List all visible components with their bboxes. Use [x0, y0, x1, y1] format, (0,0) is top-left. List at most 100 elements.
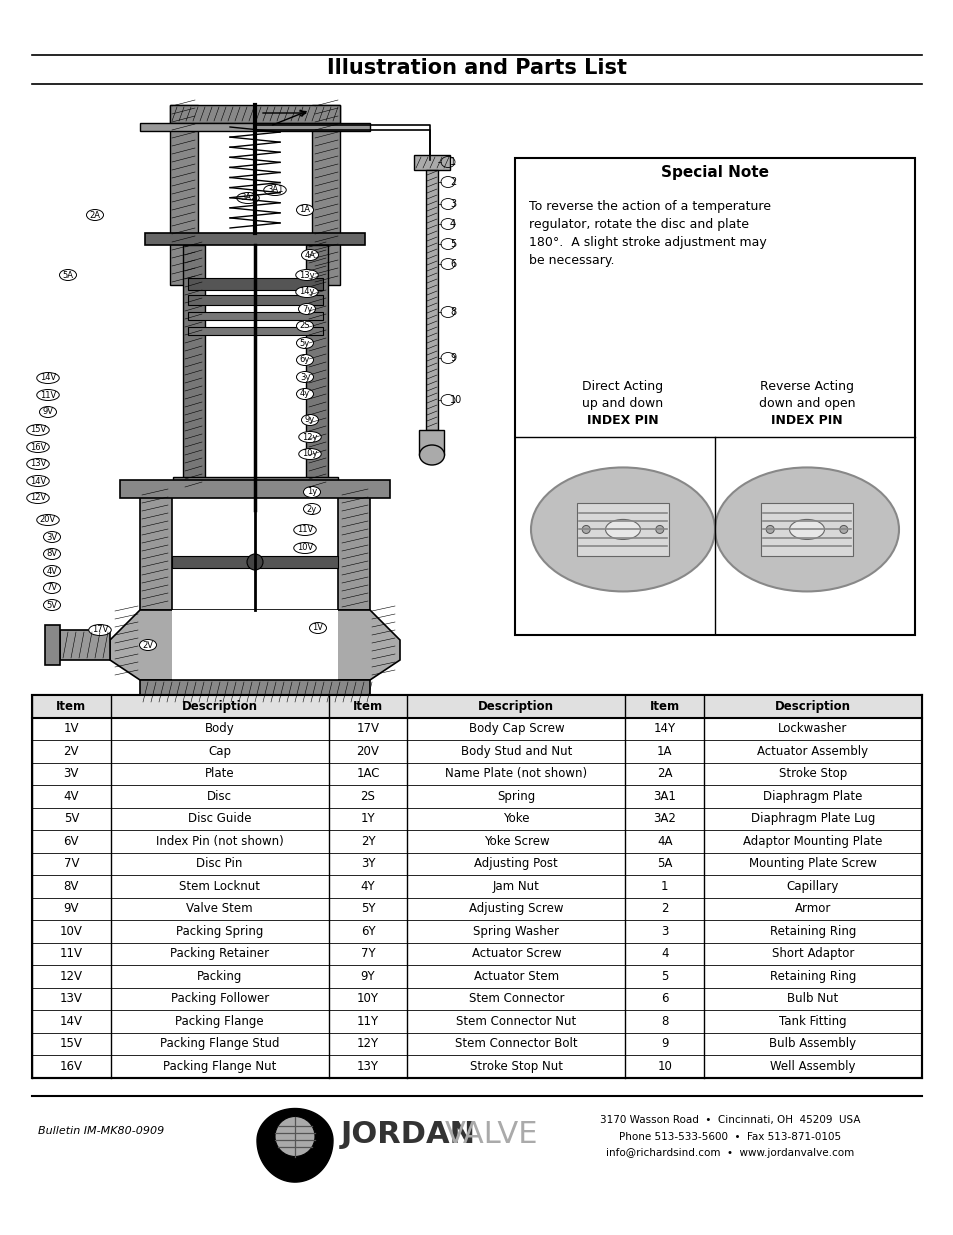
Text: 4A: 4A [304, 251, 315, 259]
Text: Packing Follower: Packing Follower [171, 992, 269, 1005]
Ellipse shape [301, 249, 318, 261]
Polygon shape [110, 610, 399, 680]
Text: 5: 5 [660, 969, 668, 983]
Text: 180°.  A slight stroke adjustment may: 180°. A slight stroke adjustment may [529, 236, 766, 249]
Ellipse shape [27, 425, 50, 436]
Ellipse shape [714, 467, 898, 592]
Text: Item: Item [56, 700, 87, 713]
Text: 10y: 10y [302, 450, 317, 458]
Text: 8V: 8V [64, 879, 79, 893]
Text: 17V: 17V [356, 722, 379, 735]
Text: 9Y: 9Y [360, 969, 375, 983]
Text: 6: 6 [450, 259, 456, 269]
Text: 1A: 1A [657, 745, 672, 758]
Text: Cap: Cap [208, 745, 231, 758]
Ellipse shape [294, 542, 315, 553]
Bar [414, 156, 450, 170]
Text: 5V: 5V [47, 600, 57, 610]
Ellipse shape [298, 304, 315, 315]
Text: Bulletin IM-MK80-0909: Bulletin IM-MK80-0909 [38, 1125, 164, 1135]
Text: 8: 8 [450, 308, 456, 317]
Ellipse shape [87, 210, 103, 221]
Text: Jam Nut: Jam Nut [493, 879, 539, 893]
Text: Diaphragm Plate: Diaphragm Plate [762, 789, 862, 803]
Text: Description: Description [181, 700, 257, 713]
Text: 11Y: 11Y [356, 1015, 378, 1028]
Text: 14V: 14V [60, 1015, 83, 1028]
Bar [577, 503, 668, 556]
Bar [183, 245, 205, 490]
Text: Packing: Packing [196, 969, 242, 983]
Text: 9V: 9V [64, 903, 79, 915]
Bar [306, 245, 328, 490]
Text: Plate: Plate [205, 767, 234, 781]
Text: 4A: 4A [657, 835, 672, 847]
Text: 5y: 5y [299, 338, 310, 347]
Text: Bulb Nut: Bulb Nut [786, 992, 838, 1005]
Text: up and down: up and down [582, 398, 663, 410]
Text: 1V: 1V [313, 624, 323, 632]
Text: 1V: 1V [64, 722, 79, 735]
Text: 2V: 2V [142, 641, 153, 650]
Ellipse shape [605, 520, 639, 540]
Text: 17V: 17V [91, 625, 108, 635]
Text: Diaphragm Plate Lug: Diaphragm Plate Lug [750, 813, 874, 825]
Text: 2S: 2S [360, 789, 375, 803]
Text: 3170 Wasson Road  •  Cincinnati, OH  45209  USA: 3170 Wasson Road • Cincinnati, OH 45209 … [599, 1115, 860, 1125]
Bar [32, 695, 921, 1077]
Text: Disc: Disc [207, 789, 232, 803]
Text: Yoke Screw: Yoke Screw [483, 835, 549, 847]
Text: 6Y: 6Y [360, 925, 375, 937]
Text: Adjusting Screw: Adjusting Screw [469, 903, 563, 915]
Text: 2S: 2S [299, 321, 310, 331]
Ellipse shape [44, 548, 60, 559]
Bar [172, 610, 337, 680]
Text: Disc Pin: Disc Pin [196, 857, 243, 871]
Text: 5: 5 [450, 240, 456, 249]
Text: INDEX PIN: INDEX PIN [770, 415, 841, 427]
Text: 2A: 2A [90, 210, 100, 220]
Text: 12y: 12y [302, 432, 317, 441]
Text: 3: 3 [660, 925, 668, 937]
Text: 3Y: 3Y [360, 857, 375, 871]
Text: 15V: 15V [60, 1037, 83, 1050]
Text: Stem Connector Bolt: Stem Connector Bolt [455, 1037, 578, 1050]
Ellipse shape [89, 625, 112, 636]
Ellipse shape [263, 184, 286, 195]
Text: 6V: 6V [64, 835, 79, 847]
Text: 8V: 8V [47, 550, 57, 558]
Ellipse shape [37, 389, 59, 400]
Bar [188, 312, 323, 320]
Text: 14V: 14V [40, 373, 56, 383]
Ellipse shape [309, 622, 326, 634]
Text: 3V: 3V [64, 767, 79, 781]
Text: 4Y: 4Y [360, 879, 375, 893]
Text: Disc Guide: Disc Guide [188, 813, 252, 825]
Ellipse shape [303, 487, 320, 498]
Text: Tank Fitting: Tank Fitting [779, 1015, 846, 1028]
Bar [188, 278, 323, 290]
Text: 5A: 5A [63, 270, 73, 279]
Text: INDEX PIN: INDEX PIN [587, 415, 659, 427]
Text: Mounting Plate Screw: Mounting Plate Screw [748, 857, 876, 871]
Bar [312, 105, 339, 285]
Ellipse shape [295, 287, 318, 298]
Ellipse shape [236, 193, 259, 204]
Text: Stem Connector Nut: Stem Connector Nut [456, 1015, 576, 1028]
Text: Actuator Stem: Actuator Stem [474, 969, 558, 983]
Polygon shape [256, 1109, 333, 1182]
Text: Illustration and Parts List: Illustration and Parts List [327, 58, 626, 78]
Text: 4y: 4y [299, 389, 310, 399]
Text: 13V: 13V [30, 459, 46, 468]
Text: 11V: 11V [60, 947, 83, 961]
Text: Reverse Acting: Reverse Acting [760, 380, 853, 394]
Bar [515, 158, 914, 635]
Text: Stem Locknut: Stem Locknut [179, 879, 260, 893]
Text: 3: 3 [450, 199, 456, 209]
Text: info@richardsind.com  •  www.jordanvalve.com: info@richardsind.com • www.jordanvalve.c… [605, 1147, 853, 1157]
Ellipse shape [295, 269, 318, 280]
Text: Packing Flange Nut: Packing Flange Nut [163, 1060, 276, 1073]
Text: 7V: 7V [64, 857, 79, 871]
Ellipse shape [27, 493, 50, 504]
Text: 15V: 15V [30, 426, 46, 435]
